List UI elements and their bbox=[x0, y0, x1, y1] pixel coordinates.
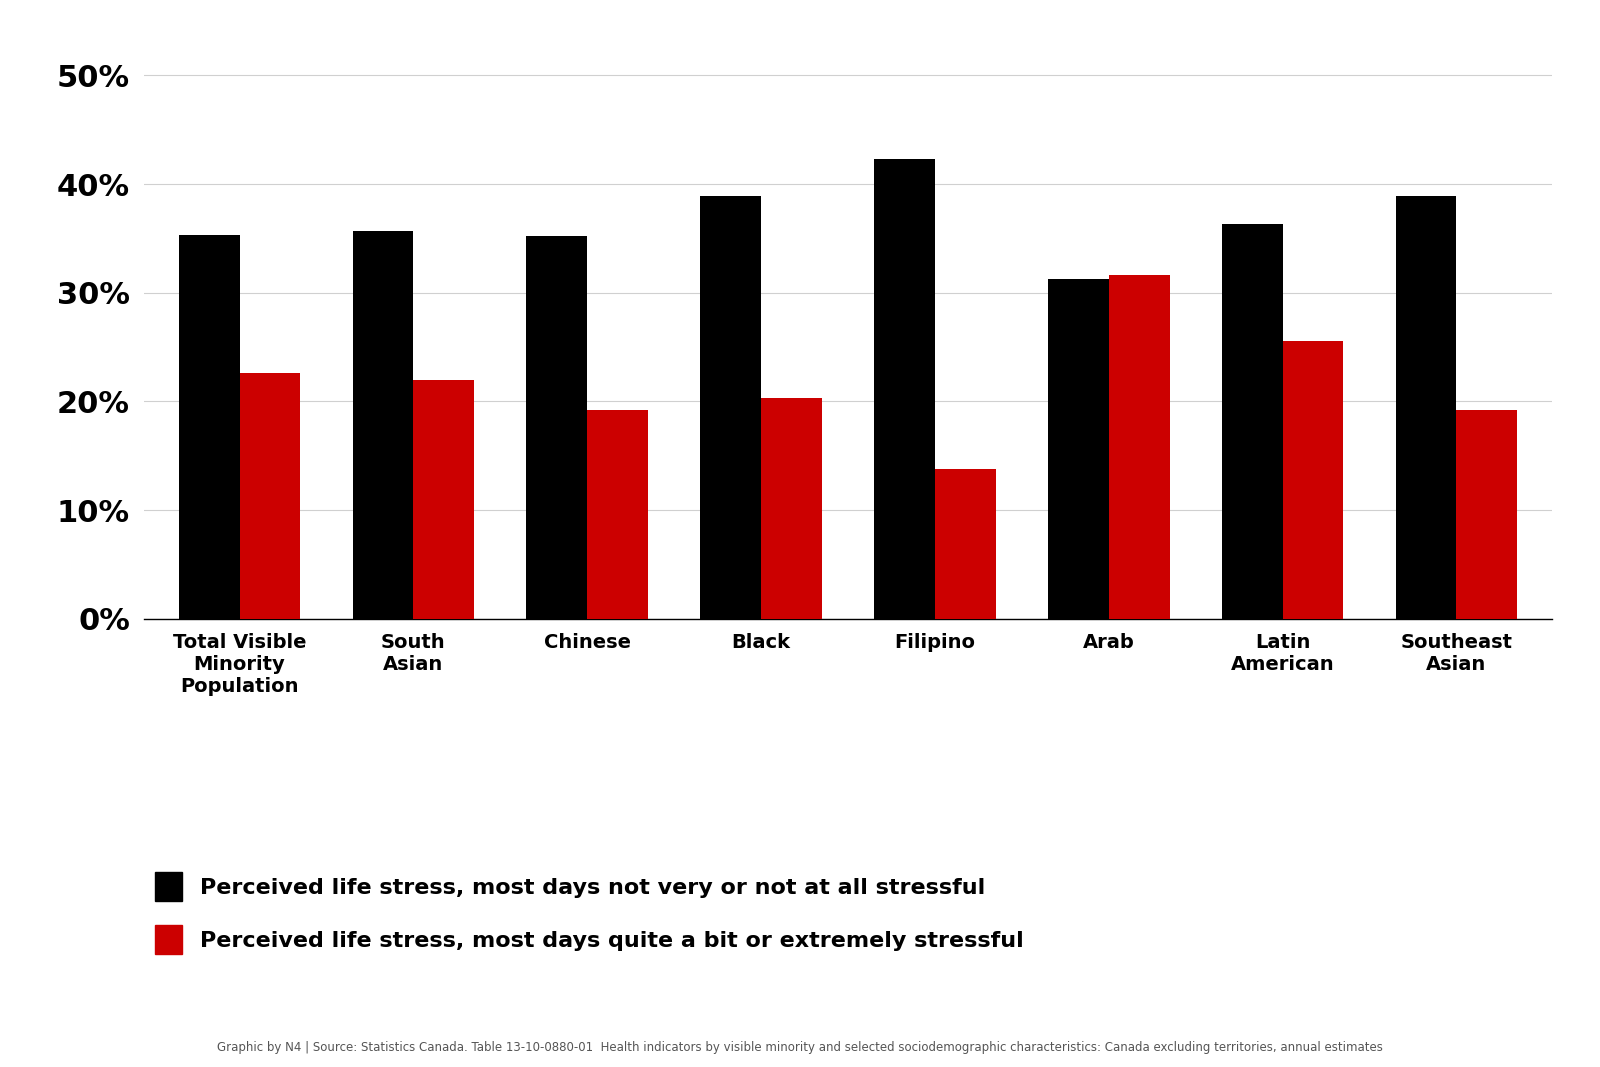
Bar bbox=[587, 410, 648, 619]
Bar bbox=[1456, 410, 1517, 619]
Bar bbox=[762, 398, 822, 619]
Bar bbox=[934, 468, 995, 619]
Bar bbox=[1395, 196, 1456, 619]
Bar bbox=[701, 196, 762, 619]
Bar bbox=[1222, 224, 1283, 619]
Bar bbox=[874, 159, 934, 619]
Bar bbox=[179, 235, 240, 619]
Bar bbox=[1109, 275, 1170, 619]
Bar bbox=[1283, 340, 1344, 619]
Text: Graphic by N4 | Source: Statistics Canada. Table 13-10-0880-01  Health indicator: Graphic by N4 | Source: Statistics Canad… bbox=[218, 1041, 1382, 1054]
Bar bbox=[526, 236, 587, 619]
Bar bbox=[413, 380, 474, 619]
Bar bbox=[1048, 278, 1109, 619]
Bar bbox=[240, 373, 301, 619]
Bar bbox=[352, 230, 413, 619]
Legend: Perceived life stress, most days not very or not at all stressful, Perceived lif: Perceived life stress, most days not ver… bbox=[155, 872, 1024, 954]
